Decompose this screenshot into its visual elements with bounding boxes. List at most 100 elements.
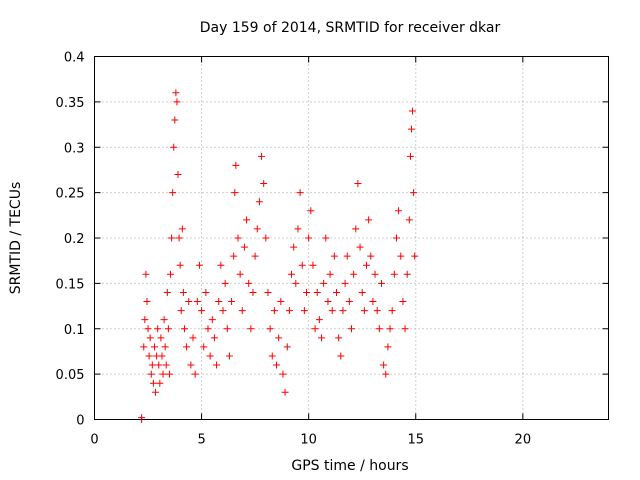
data-point: [298, 261, 306, 269]
data-point: [146, 334, 154, 342]
data-point: [150, 343, 158, 351]
data-point: [176, 261, 184, 269]
data-point: [143, 298, 151, 306]
data-point: [164, 325, 172, 333]
data-point: [288, 270, 296, 278]
data-point: [202, 288, 210, 296]
data-point: [215, 298, 223, 306]
x-tick-label: 10: [300, 433, 317, 448]
data-point: [395, 207, 403, 215]
data-point: [345, 298, 353, 306]
data-point: [174, 170, 182, 178]
data-point: [266, 325, 274, 333]
y-tick-label: 0.05: [56, 368, 85, 383]
data-point: [204, 325, 212, 333]
data-point: [178, 225, 186, 233]
data-point: [403, 270, 411, 278]
data-point: [341, 279, 349, 287]
data-point: [343, 252, 351, 260]
data-point: [142, 270, 150, 278]
y-tick-label: 0.4: [64, 51, 85, 66]
data-point: [324, 298, 332, 306]
data-point: [285, 307, 293, 315]
data-point: [144, 325, 152, 333]
data-point: [141, 316, 149, 324]
data-point: [195, 261, 203, 269]
data-point: [140, 343, 148, 351]
data-point: [356, 243, 364, 251]
data-point: [388, 307, 396, 315]
data-point: [292, 279, 300, 287]
x-tick-label: 15: [407, 433, 424, 448]
data-point: [148, 361, 156, 369]
data-point: [232, 161, 240, 169]
data-point: [352, 225, 360, 233]
data-point: [258, 152, 266, 160]
data-point: [348, 325, 355, 333]
data-point: [191, 370, 199, 378]
data-point: [152, 388, 160, 396]
data-point: [371, 270, 379, 278]
data-point: [337, 352, 345, 360]
data-point: [380, 361, 388, 369]
data-point: [238, 307, 246, 315]
data-point: [375, 325, 383, 333]
data-point: [156, 379, 164, 387]
data-point: [158, 352, 166, 360]
x-tick-label: 0: [90, 433, 98, 448]
data-point: [309, 261, 317, 269]
data-point: [225, 352, 233, 360]
data-point: [213, 361, 221, 369]
data-point: [377, 279, 385, 287]
data-point: [275, 334, 283, 342]
data-point: [145, 352, 153, 360]
data-point: [179, 288, 187, 296]
data-point: [328, 307, 336, 315]
y-tick-label: 0.25: [56, 187, 85, 202]
data-point: [183, 343, 191, 351]
data-point: [245, 279, 253, 287]
data-point: [240, 243, 248, 251]
data-point: [175, 234, 183, 242]
data-point: [360, 307, 368, 315]
data-point: [281, 388, 289, 396]
data-point: [303, 288, 311, 296]
data-point: [187, 361, 195, 369]
data-point: [221, 279, 229, 287]
data-point: [294, 225, 302, 233]
data-point: [255, 198, 263, 206]
data-point: [296, 189, 304, 197]
data-point: [350, 270, 358, 278]
data-point: [354, 180, 362, 188]
y-tick-label: 0.3: [64, 141, 85, 156]
data-point: [358, 288, 366, 296]
data-point: [386, 325, 394, 333]
data-point: [392, 234, 400, 242]
chart-title: Day 159 of 2014, SRMTID for receiver dka…: [200, 20, 501, 36]
data-point: [407, 125, 415, 133]
data-point: [367, 252, 375, 260]
data-point: [231, 189, 239, 197]
data-point: [180, 325, 188, 333]
data-point: [283, 343, 291, 351]
data-point: [147, 370, 155, 378]
data-point: [169, 189, 177, 197]
data-point: [273, 361, 281, 369]
data-point: [390, 270, 398, 278]
data-point: [208, 316, 216, 324]
data-point: [157, 334, 165, 342]
data-point: [210, 334, 218, 342]
data-point: [230, 252, 238, 260]
data-point: [315, 316, 323, 324]
data-point: [339, 307, 347, 315]
data-point: [253, 225, 261, 233]
data-point: [163, 288, 171, 296]
data-point: [264, 288, 272, 296]
data-point: [170, 143, 178, 151]
data-point: [185, 298, 193, 306]
data-point: [270, 307, 278, 315]
data-point: [198, 307, 206, 315]
data-point: [193, 298, 201, 306]
data-point: [251, 252, 259, 260]
